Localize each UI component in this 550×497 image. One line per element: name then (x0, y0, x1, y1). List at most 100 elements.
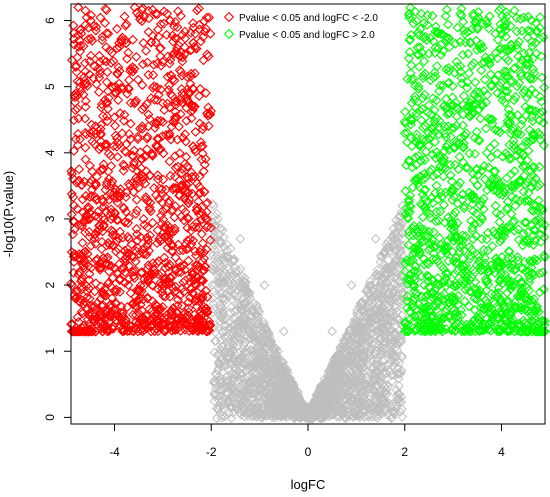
scatter-point-grey (210, 389, 221, 400)
scatter-point-green (427, 10, 438, 21)
scatter-point-green (476, 65, 487, 76)
scatter-point-green (534, 22, 545, 33)
scatter-point-grey (396, 336, 407, 347)
scatter-point-red (87, 166, 98, 177)
scatter-point-red (68, 192, 79, 203)
scatter-point-green (428, 287, 439, 298)
scatter-point-red (129, 2, 140, 13)
scatter-point-red (172, 161, 183, 172)
scatter-point-red (166, 305, 176, 316)
scatter-point-red (143, 274, 154, 285)
scatter-point-red (136, 153, 147, 164)
scatter-point-red (185, 234, 196, 245)
scatter-point-red (134, 308, 145, 319)
scatter-point-red (85, 33, 96, 44)
scatter-point-red (138, 59, 148, 70)
scatter-point-red (201, 303, 212, 314)
scatter-point-green (436, 39, 446, 50)
scatter-point-green (427, 129, 438, 140)
scatter-point-red (185, 78, 196, 89)
scatter-point-grey (257, 410, 268, 421)
scatter-point-red (152, 115, 163, 126)
scatter-point-green (474, 256, 484, 267)
scatter-point-green (512, 252, 523, 263)
scatter-point-grey (374, 378, 385, 389)
scatter-point-red (123, 218, 133, 228)
scatter-point-grey (386, 267, 396, 278)
scatter-point-green (471, 164, 482, 175)
scatter-point-green (465, 250, 476, 261)
scatter-point-red (199, 26, 210, 37)
scatter-point-red (82, 204, 93, 215)
scatter-point-green (449, 143, 460, 154)
scatter-point-green (468, 265, 479, 276)
scatter-point-red (108, 141, 119, 152)
scatter-point-red (132, 235, 143, 246)
scatter-point-green (510, 200, 521, 211)
scatter-point-red (78, 41, 89, 52)
scatter-point-green (414, 105, 425, 116)
scatter-point-red (93, 87, 104, 98)
scatter-point-red (72, 128, 83, 139)
scatter-point-green (411, 132, 422, 143)
scatter-point-red (165, 89, 176, 100)
scatter-point-green (429, 136, 440, 147)
scatter-point-grey (297, 401, 307, 412)
scatter-point-red (90, 229, 101, 239)
scatter-point-red (74, 175, 85, 186)
scatter-point-green (503, 259, 514, 270)
scatter-point-green (417, 200, 428, 211)
scatter-point-grey (278, 390, 289, 401)
scatter-point-red (103, 148, 114, 159)
scatter-point-red (159, 6, 170, 17)
scatter-point-red (142, 241, 153, 252)
scatter-point-red (170, 151, 181, 162)
scatter-point-green (506, 208, 517, 219)
scatter-point-red (151, 300, 162, 311)
scatter-point-red (165, 227, 176, 238)
scatter-point-grey (359, 352, 369, 363)
scatter-point-grey (239, 273, 250, 283)
scatter-point-green (470, 17, 481, 28)
scatter-point-green (413, 231, 424, 242)
scatter-point-grey (239, 347, 249, 358)
scatter-point-red (144, 269, 154, 280)
scatter-point-grey (217, 308, 228, 319)
scatter-point-green (413, 150, 424, 161)
scatter-point-red (104, 277, 115, 288)
scatter-point-red (107, 176, 118, 187)
scatter-point-green (447, 195, 458, 206)
scatter-point-green (442, 242, 453, 253)
scatter-point-red (143, 109, 154, 120)
scatter-point-grey (281, 406, 292, 416)
scatter-point-green (536, 96, 547, 107)
scatter-point-red (159, 105, 170, 116)
scatter-point-green (415, 24, 426, 35)
scatter-point-green (456, 73, 467, 83)
scatter-point-green (518, 228, 529, 239)
scatter-point-green (519, 236, 530, 247)
scatter-point-red (92, 253, 103, 264)
scatter-point-red (115, 226, 125, 237)
scatter-point-green (526, 295, 537, 306)
scatter-point-grey (363, 331, 374, 342)
scatter-point-grey (216, 312, 226, 322)
scatter-point-green (432, 291, 443, 302)
scatter-point-grey (394, 264, 405, 274)
scatter-point-red (123, 84, 134, 95)
scatter-point-green (404, 47, 415, 58)
scatter-point-red (137, 3, 148, 14)
scatter-point-red (194, 181, 205, 192)
scatter-point-grey (348, 412, 359, 422)
scatter-point-grey (285, 389, 295, 400)
scatter-point-red (139, 102, 150, 112)
scatter-point-green (509, 225, 520, 236)
scatter-point-red (69, 326, 80, 337)
scatter-point-green (496, 273, 507, 284)
scatter-point-red (173, 121, 184, 132)
scatter-point-red (168, 36, 179, 47)
scatter-point-red (180, 129, 191, 140)
scatter-point-green (464, 148, 475, 159)
scatter-point-green (424, 208, 435, 219)
scatter-point-grey (265, 340, 276, 350)
